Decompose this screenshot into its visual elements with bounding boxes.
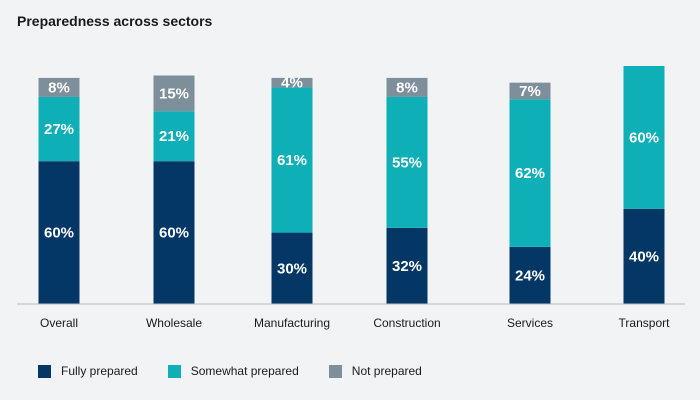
legend-label-not-prepared: Not prepared (351, 364, 422, 378)
bar-services-somewhat-prepared (509, 99, 551, 247)
data-label-services-not-prepared: 7% (519, 83, 541, 100)
data-label-overall-somewhat-prepared: 27% (44, 121, 74, 138)
bar-overall-fully-prepared (38, 161, 80, 304)
legend-label-somewhat-prepared: Somewhat prepared (190, 364, 299, 378)
data-label-transport-somewhat-prepared: 60% (629, 129, 659, 146)
data-label-wholesale-not-prepared: 15% (159, 85, 189, 102)
data-label-construction-somewhat-prepared: 55% (392, 154, 422, 171)
labels-layer: 60% 27% 8% 60% 21% 15% 30% 61% 4% 32% 55% 8% 24% 62% 7… (44, 75, 659, 285)
data-label-services-somewhat-prepared: 62% (515, 165, 545, 182)
data-label-construction-not-prepared: 8% (396, 79, 418, 96)
data-label-manufacturing-fully-prepared: 30% (277, 260, 307, 277)
data-label-wholesale-fully-prepared: 60% (159, 225, 189, 242)
data-label-wholesale-somewhat-prepared: 21% (159, 128, 189, 145)
data-label-overall-not-prepared: 8% (48, 79, 70, 96)
bars-layer (38, 66, 665, 304)
category-label-manufacturing: Manufacturing (254, 316, 330, 330)
bar-wholesale-fully-prepared (153, 161, 195, 304)
bar-manufacturing-somewhat-prepared (271, 87, 313, 233)
data-label-transport-fully-prepared: 40% (629, 248, 659, 265)
bar-services-fully-prepared (509, 246, 551, 304)
data-label-construction-fully-prepared: 32% (392, 258, 422, 275)
legend-swatch-somewhat-prepared (167, 364, 181, 378)
bar-transport-somewhat-prepared (623, 66, 665, 209)
bar-construction-not-prepared (386, 77, 428, 97)
data-label-manufacturing-not-prepared: 4% (281, 75, 303, 92)
bar-overall-somewhat-prepared (38, 96, 80, 162)
category-label-transport: Transport (619, 316, 671, 330)
data-label-manufacturing-somewhat-prepared: 61% (277, 152, 307, 169)
chart-title: Preparedness across sectors (17, 13, 213, 29)
bar-transport-fully-prepared (623, 208, 665, 304)
legend-swatch-fully-prepared (38, 364, 51, 378)
bar-construction-fully-prepared (386, 227, 428, 304)
category-label-construction: Construction (373, 316, 440, 330)
bar-services-not-prepared (509, 82, 551, 100)
bar-manufacturing-not-prepared (271, 77, 313, 88)
bar-construction-somewhat-prepared (386, 96, 428, 228)
legend-item-somewhat-prepared: Somewhat prepared (167, 364, 299, 378)
category-label-overall: Overall (40, 316, 78, 330)
category-labels: Overall Wholesale Manufacturing Constructio… (40, 316, 670, 330)
bar-wholesale-somewhat-prepared (153, 111, 195, 162)
legend-item-not-prepared: Not prepared (328, 364, 422, 378)
bar-wholesale-not-prepared (153, 75, 195, 112)
legend: Fully prepared Somewhat prepared Not pre… (38, 364, 452, 378)
category-label-wholesale: Wholesale (146, 316, 202, 330)
category-label-services: Services (507, 316, 553, 330)
bar-overall-not-prepared (38, 77, 80, 97)
legend-item-fully-prepared: Fully prepared (38, 364, 138, 378)
legend-swatch-not-prepared (328, 364, 342, 378)
bar-manufacturing-fully-prepared (271, 232, 313, 304)
data-label-overall-fully-prepared: 60% (44, 225, 74, 242)
legend-label-fully-prepared: Fully prepared (61, 364, 138, 378)
data-label-services-fully-prepared: 24% (515, 267, 545, 284)
